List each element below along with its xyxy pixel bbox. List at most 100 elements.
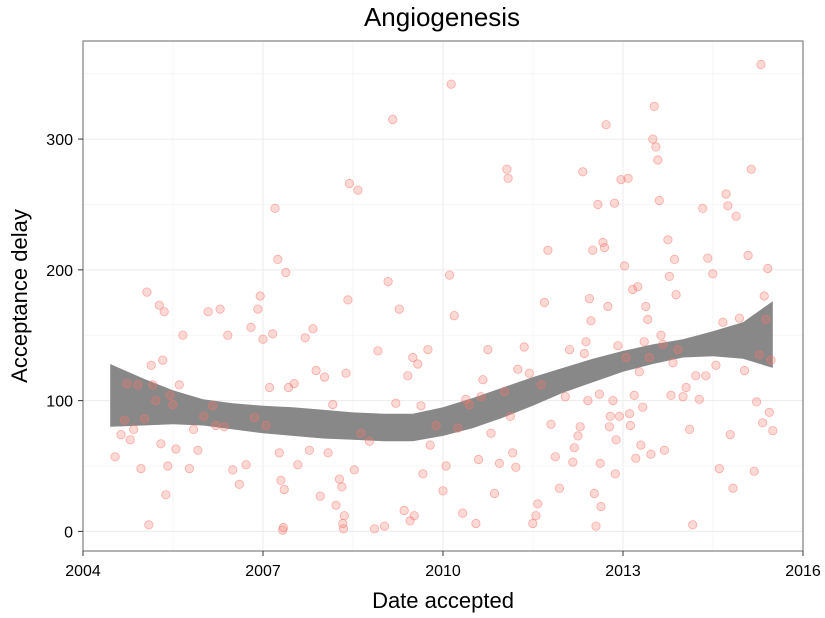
data-point [648,134,658,144]
data-point [246,322,256,332]
x-tick-label: 2013 [605,563,641,580]
data-point [749,466,759,476]
data-point [725,429,735,440]
data-point [664,271,675,281]
data-point [728,483,738,493]
data-point [136,463,146,474]
data-point [758,418,768,428]
data-point [764,407,774,417]
data-point [604,422,615,432]
data-point [373,346,383,356]
data-point [344,178,354,189]
data-point [578,167,588,177]
data-point [270,203,280,213]
x-tick-label: 2004 [65,563,101,580]
data-point [643,314,653,325]
data-point [449,310,459,321]
data-point [483,344,493,355]
data-point [253,304,263,314]
data-point [369,524,380,534]
y-tick-label: 0 [64,524,73,541]
data-point [583,395,593,406]
data-point [151,395,161,406]
data-point [616,175,626,185]
data-point [199,411,209,421]
data-point [146,360,156,370]
data-point [623,173,633,183]
data-point [458,508,468,518]
data-point [536,380,546,390]
data-point [438,486,448,496]
data-point [223,330,233,340]
data-point [331,500,341,510]
data-point [603,301,613,312]
data-point [203,307,213,317]
data-point [148,380,158,390]
data-point [763,263,773,274]
data-point [255,291,265,301]
data-point [323,448,333,458]
data-point [698,203,708,213]
data-point [478,375,488,385]
data-point [629,390,639,400]
data-point [139,414,150,424]
data-point [669,254,680,264]
data-point [423,344,433,355]
data-point [339,511,349,521]
data-point [219,422,229,432]
data-point [751,397,762,407]
data-point [568,457,578,467]
data-point [408,352,418,363]
data-point [609,198,620,208]
data-point [264,382,275,393]
data-point [289,378,299,389]
data-point [122,378,132,389]
data-point [649,101,659,112]
data-point [379,521,390,531]
data-point [569,443,579,453]
data-point [723,201,733,211]
data-point [739,365,750,376]
data-point [337,482,347,492]
data-point [633,282,643,292]
data-point [211,420,221,431]
data-point [418,469,428,479]
data-point [494,458,504,468]
data-point [631,453,641,463]
data-point [503,173,513,183]
data-point [315,491,325,501]
smooth-band-ribbon [110,301,773,442]
data-point [671,290,681,300]
data-point [161,490,171,500]
data-point [581,337,591,347]
data-point [274,448,284,458]
data-point [276,475,286,485]
data-point [431,420,441,431]
data-point [486,428,496,438]
data-point [594,389,605,399]
data-point [701,371,711,381]
data-point [249,412,260,423]
data-point [293,460,303,470]
data-point [129,424,139,434]
data-point [684,424,695,434]
smooth-band [110,301,773,442]
data-point [636,440,646,450]
y-axis-label: Acceptance delay [7,209,32,383]
data-point [334,474,344,484]
data-point [178,330,188,340]
data-point [746,164,756,174]
y-tick-label: 100 [46,394,73,411]
data-point [119,415,130,425]
data-point [619,261,630,271]
data-point [743,250,753,261]
x-axis-label: Date accepted [372,588,514,613]
data-point [663,235,673,245]
data-point [524,368,534,378]
data-point [560,392,570,402]
data-point [646,449,656,459]
data-point [184,463,194,474]
data-point [156,439,166,449]
data-point [159,307,169,317]
data-point [193,445,203,455]
